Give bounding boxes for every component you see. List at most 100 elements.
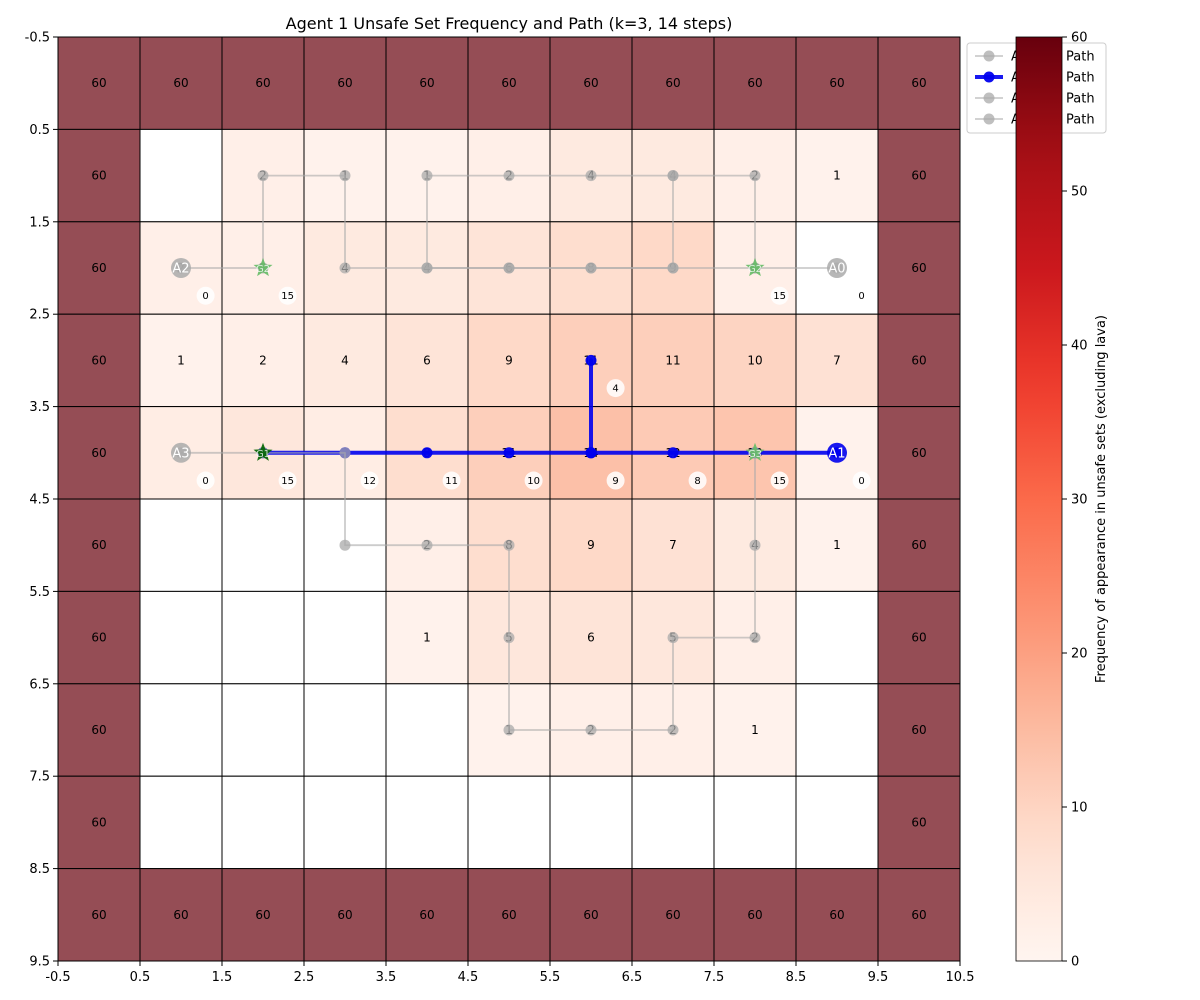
path-point bbox=[339, 170, 351, 182]
path-point bbox=[421, 447, 433, 459]
heatmap-cell bbox=[795, 313, 879, 408]
legend-marker bbox=[983, 113, 995, 125]
cell-value: 60 bbox=[911, 76, 926, 90]
cell-value: 60 bbox=[337, 908, 352, 922]
goal-marker bbox=[745, 258, 765, 277]
heatmap-cell bbox=[303, 683, 387, 777]
path-point bbox=[421, 539, 433, 551]
heatmap-cell bbox=[139, 683, 223, 777]
start-marker bbox=[171, 258, 191, 278]
heatmap-cell bbox=[467, 775, 551, 870]
heatmap-cell bbox=[877, 590, 961, 685]
step-label: 15 bbox=[281, 291, 294, 302]
cell-value: 60 bbox=[91, 261, 106, 275]
colorbar-tick-label: 50 bbox=[1071, 185, 1088, 200]
path-point bbox=[667, 170, 679, 182]
step-label-bg bbox=[770, 471, 789, 490]
cell-value: 60 bbox=[911, 723, 926, 737]
cell-value: 60 bbox=[255, 908, 270, 922]
heatmap-cell bbox=[385, 36, 469, 130]
x-tick-label: 5.5 bbox=[540, 970, 561, 985]
goal-marker bbox=[253, 258, 273, 277]
start-marker-label: A2 bbox=[172, 262, 189, 277]
heatmap-cell bbox=[877, 868, 961, 962]
chart-title: Agent 1 Unsafe Set Frequency and Path (k… bbox=[286, 14, 733, 33]
path-point bbox=[503, 539, 515, 551]
colorbar-tick-label: 20 bbox=[1071, 647, 1088, 662]
step-label: 10 bbox=[527, 476, 540, 487]
path-point bbox=[667, 262, 679, 274]
heatmap-cell bbox=[139, 590, 223, 685]
heatmap-cell bbox=[713, 313, 797, 408]
heatmap-cell bbox=[57, 406, 141, 500]
axes: -0.5 0.5 1.5 2.5 3.5 4.5 5.5 6.5 7.5 8.5 9.5 10.5-0… bbox=[25, 31, 975, 986]
cell-value: 1 bbox=[177, 353, 185, 367]
heatmap-cell bbox=[303, 868, 387, 962]
cell-value: 9 bbox=[505, 353, 513, 367]
colorbar: 0 10 20 30 40 50 60 Frequency of appearance in … bbox=[1015, 31, 1109, 970]
heatmap-cell bbox=[57, 128, 141, 223]
cell-value: 60 bbox=[911, 446, 926, 460]
step-label: 9 bbox=[612, 476, 618, 487]
heatmap-cell bbox=[877, 683, 961, 777]
agent-markers: A0 A1 A2 A3 G2 G2 G1 G3 bbox=[171, 258, 847, 463]
heatmap-cell bbox=[713, 683, 797, 777]
agent-path bbox=[181, 174, 674, 269]
cell-value: 60 bbox=[91, 169, 106, 183]
path-point bbox=[749, 539, 761, 551]
cell-value: 1 bbox=[751, 723, 759, 737]
heatmap-cell bbox=[385, 683, 469, 777]
step-label: 15 bbox=[773, 291, 786, 302]
cell-value: 6 bbox=[423, 353, 431, 367]
y-tick-label: -0.5 bbox=[25, 31, 50, 46]
heatmap-cell bbox=[713, 868, 797, 962]
heatmap-cell bbox=[57, 221, 141, 315]
path-point bbox=[503, 447, 515, 459]
x-tick-label: 8.5 bbox=[786, 970, 807, 985]
cell-value: 1 bbox=[423, 631, 431, 645]
heatmap-cell bbox=[57, 498, 141, 592]
path-point bbox=[339, 539, 351, 551]
step-label: 15 bbox=[281, 476, 294, 487]
step-label-bg bbox=[688, 471, 707, 490]
start-marker-label: A1 bbox=[828, 446, 845, 461]
step-label: 12 bbox=[363, 476, 376, 487]
cell-value: 9 bbox=[587, 538, 595, 552]
legend-marker bbox=[983, 50, 995, 62]
cell-value: 60 bbox=[91, 908, 106, 922]
cell-value: 60 bbox=[91, 723, 106, 737]
heatmap-cell bbox=[631, 868, 715, 962]
y-tick-label: 5.5 bbox=[29, 585, 50, 600]
heatmap-cell bbox=[877, 775, 961, 870]
step-label: 0 bbox=[202, 476, 208, 487]
path-point bbox=[503, 724, 515, 736]
cell-value: 60 bbox=[911, 261, 926, 275]
colorbar-tick-label: 0 bbox=[1071, 955, 1079, 970]
heatmap-cell bbox=[57, 683, 141, 777]
cell-value: 60 bbox=[501, 76, 516, 90]
heatmap-cell bbox=[631, 36, 715, 130]
cell-value: 60 bbox=[91, 538, 106, 552]
cell-value: 60 bbox=[91, 353, 106, 367]
step-label-bg bbox=[524, 471, 543, 490]
step-label-bg bbox=[852, 286, 871, 305]
heatmap-cell bbox=[467, 313, 551, 408]
heatmap-cell bbox=[221, 775, 305, 870]
step-label-bg bbox=[278, 471, 297, 490]
legend-marker bbox=[983, 92, 995, 104]
step-label: 0 bbox=[202, 291, 208, 302]
step-label-bg bbox=[196, 286, 215, 305]
colorbar-tick-label: 40 bbox=[1071, 339, 1088, 354]
step-label-bg bbox=[770, 286, 789, 305]
step-label-bg bbox=[278, 286, 297, 305]
heatmap-cell bbox=[467, 868, 551, 962]
path-point bbox=[257, 170, 269, 182]
agent-path bbox=[181, 451, 756, 731]
x-tick-label: 10.5 bbox=[946, 970, 975, 985]
x-tick-label: 6.5 bbox=[622, 970, 643, 985]
path-point bbox=[421, 262, 433, 274]
cell-value: 60 bbox=[419, 76, 434, 90]
heatmap-cell bbox=[385, 313, 469, 408]
start-marker-label: A3 bbox=[172, 446, 189, 461]
